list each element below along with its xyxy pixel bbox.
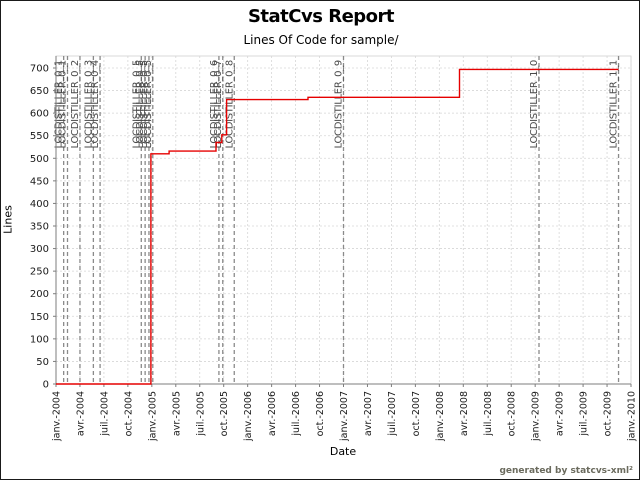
x-tick-label: janv.-2004 (52, 391, 63, 442)
x-tick-label: janv.-2007 (339, 391, 350, 442)
page-title: StatCvs Report (247, 6, 395, 27)
x-tick-label: juil.-2007 (387, 391, 398, 437)
y-tick-label: 150 (30, 312, 49, 323)
tag-label: LOCDISTILLER_1_0 (529, 60, 540, 148)
x-tick-label: oct.-2007 (411, 391, 422, 436)
tag-label: LOCDISTILLER_1_1 (609, 60, 620, 148)
y-tick-label: 450 (30, 176, 49, 187)
tag-label: LOCDISTILLER_0_1 (54, 60, 65, 148)
x-tick-label: juil.-2005 (195, 391, 206, 437)
tag-label: LOCDISTILLER_0_5 (131, 60, 142, 148)
x-tick-label: avr.-2006 (267, 391, 278, 436)
tag-label: LOCDISTILLER_0_5 (139, 60, 150, 148)
tag-label: LOCDISTILLER_0_1 (58, 60, 69, 148)
x-axis-title: Date (329, 445, 357, 458)
tag-label: LOCDISTILLER_0_8 (224, 60, 235, 148)
x-tick-label: juil.-2004 (99, 391, 110, 437)
y-tick-label: 0 (43, 380, 49, 391)
y-tick-label: 500 (30, 154, 49, 165)
x-tick-label: oct.-2004 (123, 391, 134, 436)
x-tick-label: avr.-2005 (171, 391, 182, 436)
y-tick-label: 700 (30, 64, 49, 75)
loc-line (56, 68, 619, 385)
y-tick-label: 250 (30, 267, 49, 278)
y-tick-label: 600 (30, 109, 49, 120)
x-tick-label: oct.-2009 (603, 391, 614, 436)
tag-label: LOCDISTILLER_0_2 (70, 60, 81, 148)
x-tick-label: juil.-2008 (483, 391, 494, 437)
x-tick-label: janv.-2005 (147, 391, 158, 442)
tag-label: LOCDISTILLER_0_5 (135, 60, 146, 148)
tag-label: LOCDISTILLER_0_4 (90, 60, 101, 148)
y-tick-label: 550 (30, 131, 49, 142)
x-tick-label: janv.-2006 (243, 391, 254, 442)
x-tick-label: janv.-2008 (435, 391, 446, 442)
x-tick-label: avr.-2007 (363, 391, 374, 436)
y-tick-label: 50 (36, 357, 49, 368)
y-tick-label: 100 (30, 334, 49, 345)
x-tick-label: avr.-2008 (459, 391, 470, 436)
y-tick-label: 200 (30, 289, 49, 300)
x-tick-label: juil.-2009 (579, 391, 590, 437)
x-tick-label: janv.-2010 (627, 391, 638, 442)
chart-subtitle: Lines Of Code for sample/ (243, 33, 399, 47)
y-tick-label: 300 (30, 244, 49, 255)
y-tick-label: 650 (30, 86, 49, 97)
tag-label: LOCDISTILLER_0_9 (334, 60, 345, 148)
x-tick-label: juil.-2006 (291, 391, 302, 437)
x-tick-label: avr.-2004 (75, 391, 86, 436)
x-tick-label: oct.-2008 (507, 391, 518, 436)
x-tick-label: oct.-2006 (315, 391, 326, 436)
x-tick-label: janv.-2009 (531, 391, 542, 442)
y-tick-label: 350 (30, 222, 49, 233)
tag-label: LOCDISTILLER_0_5 (143, 60, 154, 148)
y-tick-label: 400 (30, 199, 49, 210)
tag-label: LOCDISTILLER_0_6 (209, 60, 220, 148)
tag-label: LOCDISTILLER_0_3 (83, 60, 94, 148)
x-tick-label: avr.-2009 (555, 391, 566, 436)
generator-credit: generated by statcvs-xml² (499, 466, 633, 476)
tag-label: LOCDISTILLER_0_7 (213, 60, 224, 148)
x-tick-label: oct.-2005 (219, 391, 230, 436)
